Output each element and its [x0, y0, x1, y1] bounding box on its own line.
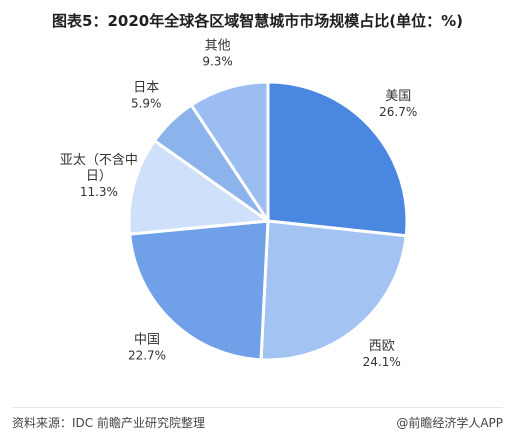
- pie-label-5: 其他9.3%: [202, 38, 233, 68]
- pie-slice-1: [259, 219, 408, 362]
- pie-slice-5: [189, 80, 270, 226]
- pie-category-label: 日本: [133, 80, 159, 95]
- pie-category-label: 日）: [86, 169, 112, 184]
- brand-note: @前瞻经济学人APP: [396, 416, 503, 430]
- pie-value-label: 5.9%: [131, 96, 162, 110]
- pie-category-label: 西欧: [369, 339, 395, 354]
- pie-label-4: 日本5.9%: [131, 80, 162, 110]
- pie-category-label: 其他: [205, 38, 231, 53]
- pie-category-label: 美国: [385, 89, 411, 104]
- pie-value-label: 22.7%: [128, 348, 166, 362]
- pie-category-label: 中国: [134, 332, 160, 347]
- pie-slice-0: [266, 80, 409, 238]
- chart-title: 图表5：2020年全球各区域智慧城市市场规模占比(单位：%): [52, 12, 463, 30]
- source-note: 资料来源：IDC 前瞻产业研究院整理: [12, 416, 205, 430]
- pie-value-label: 9.3%: [202, 54, 233, 68]
- pie-slice-2: [127, 219, 270, 362]
- pie-value-label: 26.7%: [379, 105, 417, 119]
- pie-slice-3: [127, 138, 273, 236]
- pie-value-label: 24.1%: [363, 355, 401, 369]
- pie-value-label: 11.3%: [80, 185, 118, 199]
- pie-category-label: 亚太（不含中: [60, 152, 138, 168]
- footer-divider: [12, 407, 503, 408]
